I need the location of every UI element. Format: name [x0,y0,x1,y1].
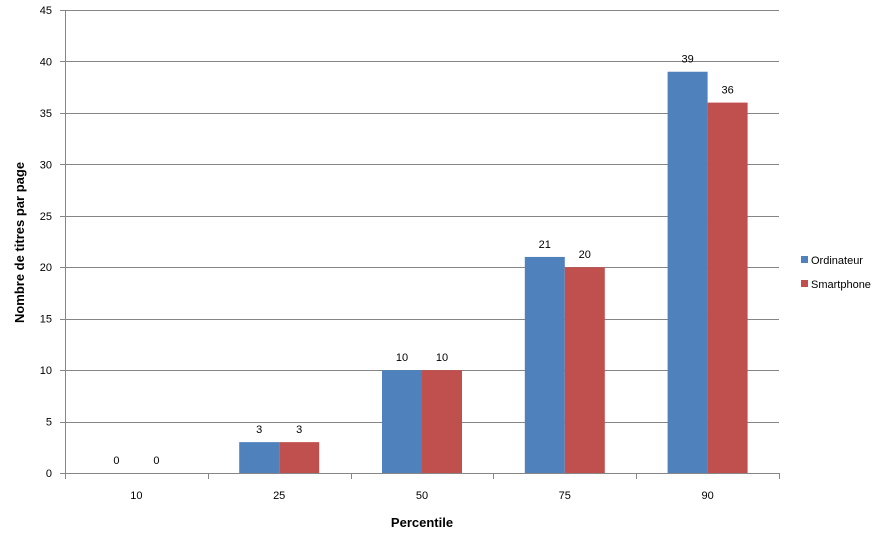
bar-smartphone-25 [279,442,320,473]
gridlines [65,10,779,423]
x-axis-title: Percentile [391,515,453,530]
axes [65,10,779,474]
data-label: 20 [579,249,591,261]
data-label: 21 [539,239,551,251]
x-tick-label: 90 [701,490,713,502]
y-tick-label: 5 [46,417,52,429]
data-label: 0 [153,455,159,467]
y-axis-title: Nombre de titres par page [12,162,27,323]
data-label: 3 [296,424,302,436]
y-tick-label: 40 [40,56,52,68]
data-label: 3 [256,424,262,436]
bar-ordinateur-25 [239,442,280,473]
y-tick-label: 45 [40,5,52,17]
y-tick-label: 30 [40,159,52,171]
bar-ordinateur-50 [382,370,422,473]
data-labels: 0 0 3 3 10 10 21 20 39 36 [113,54,733,467]
x-tick-label: 10 [130,490,142,502]
bar-smartphone-90 [707,102,748,473]
x-tick-label: 25 [273,490,285,502]
x-tick-label: 50 [416,490,428,502]
y-tick-label: 35 [40,108,52,120]
y-tick-label: 15 [40,314,52,326]
legend: Ordinateur Smartphone [801,255,871,291]
y-tick-label: 0 [46,468,52,480]
bar-ordinateur-90 [667,71,708,473]
data-label: 0 [113,455,119,467]
data-label: 36 [721,85,733,97]
data-label: 10 [436,352,448,364]
y-tick-label: 20 [40,262,52,274]
y-tick-label: 25 [40,211,52,223]
legend-swatch-ordinateur [801,256,808,263]
legend-swatch-smartphone [801,280,808,287]
bar-smartphone-50 [422,370,462,473]
bars [239,71,748,473]
data-label: 10 [396,352,408,364]
bar-smartphone-75 [564,267,605,473]
bar-ordinateur-75 [524,256,565,473]
x-tick-label: 75 [559,490,571,502]
legend-label-smartphone: Smartphone [811,279,871,291]
data-label: 39 [681,54,693,66]
legend-label-ordinateur: Ordinateur [811,255,863,267]
y-tick-label: 10 [40,365,52,377]
